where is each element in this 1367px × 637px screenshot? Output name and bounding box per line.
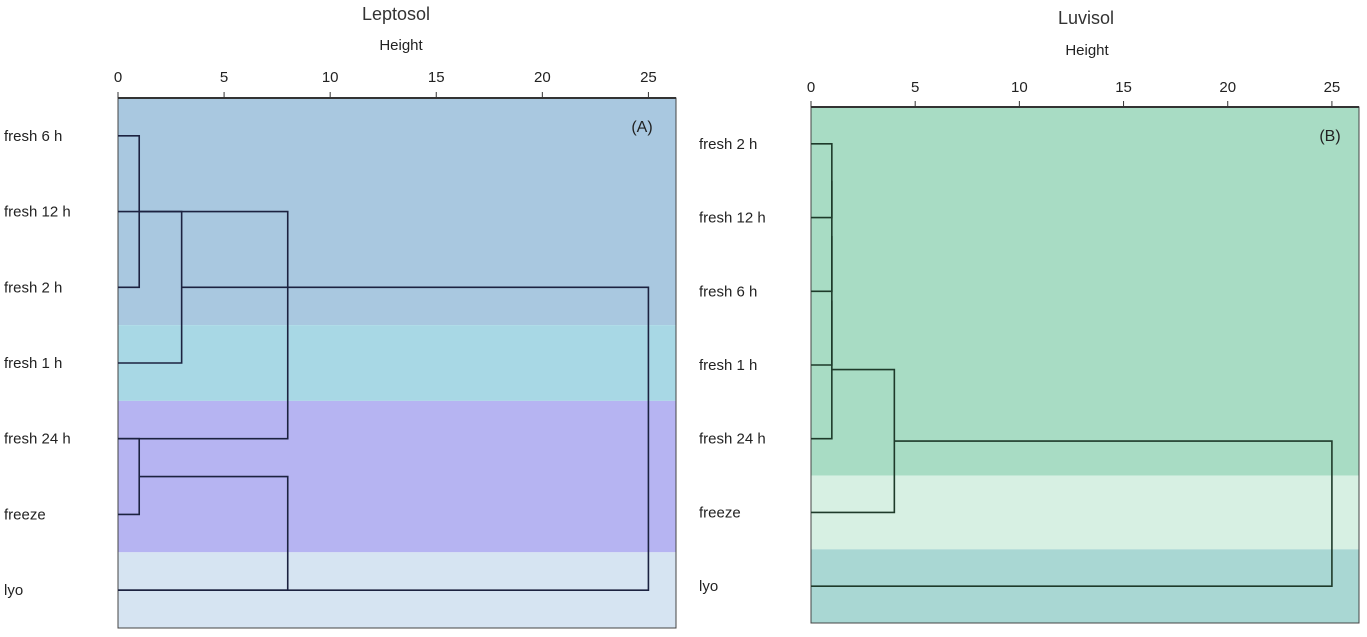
- luvisol-tick-label-15: 15: [1115, 79, 1132, 96]
- leptosol-title: Leptosol: [362, 4, 430, 24]
- luvisol-tick-label-0: 0: [807, 79, 815, 96]
- leptosol-merge-link-5: [118, 286, 650, 591]
- luvisol-leaf-label: fresh 12 h: [699, 210, 766, 227]
- luvisol-leaf-label: fresh 2 h: [699, 136, 757, 153]
- leptosol-leaf-label: lyo: [4, 582, 23, 599]
- leptosol-cluster-band-1: [118, 325, 676, 401]
- luvisol-panel: Luvisol Height 0 5 10 15 20 25 fresh 2 h fresh …: [699, 8, 1360, 624]
- leptosol-tick-label-5: 5: [220, 69, 228, 86]
- leptosol-leaf-label: fresh 2 h: [4, 279, 62, 296]
- leptosol-leaf-label: fresh 12 h: [4, 204, 71, 221]
- leptosol-merge-link-3: [118, 210, 289, 440]
- leptosol-panel: Leptosol Height 0 5 10 15 20 25 fresh 6 h fresh…: [4, 4, 677, 629]
- leptosol-tick-label-25: 25: [640, 69, 657, 86]
- leptosol-leaf-label: fresh 6 h: [4, 128, 62, 145]
- luvisol-merge-link-5: [811, 440, 1333, 587]
- luvisol-cluster-band-0: [811, 107, 1359, 476]
- leptosol-leaf-label: fresh 1 h: [4, 355, 62, 372]
- leptosol-tick-label-0: 0: [114, 69, 122, 86]
- luvisol-cluster-band-1: [811, 475, 1359, 550]
- luvisol-leaf-label: fresh 24 h: [699, 431, 766, 448]
- luvisol-tick-label-5: 5: [911, 79, 919, 96]
- luvisol-merge-link-0: [811, 143, 833, 219]
- luvisol-leaf-label: fresh 1 h: [699, 357, 757, 374]
- luvisol-leaf-label: fresh 6 h: [699, 283, 757, 300]
- leptosol-axis-label: Height: [379, 37, 423, 54]
- leptosol-tick-label-10: 10: [322, 69, 339, 86]
- luvisol-tick-label-10: 10: [1011, 79, 1028, 96]
- luvisol-leaf-label: lyo: [699, 578, 718, 595]
- luvisol-title: Luvisol: [1058, 8, 1114, 28]
- leptosol-tick-label-20: 20: [534, 69, 551, 86]
- leptosol-tick-label-15: 15: [428, 69, 445, 86]
- luvisol-tick-label-25: 25: [1324, 79, 1341, 96]
- luvisol-leaf-label: freeze: [699, 504, 741, 521]
- leptosol-leaf-label: freeze: [4, 506, 46, 523]
- luvisol-axis-label: Height: [1065, 42, 1109, 59]
- luvisol-tick-label-20: 20: [1219, 79, 1236, 96]
- luvisol-merge-link-3: [811, 300, 833, 440]
- luvisol-panel-tag: (B): [1319, 128, 1340, 145]
- leptosol-leaf-label: fresh 24 h: [4, 431, 71, 448]
- leptosol-panel-tag: (A): [631, 119, 652, 136]
